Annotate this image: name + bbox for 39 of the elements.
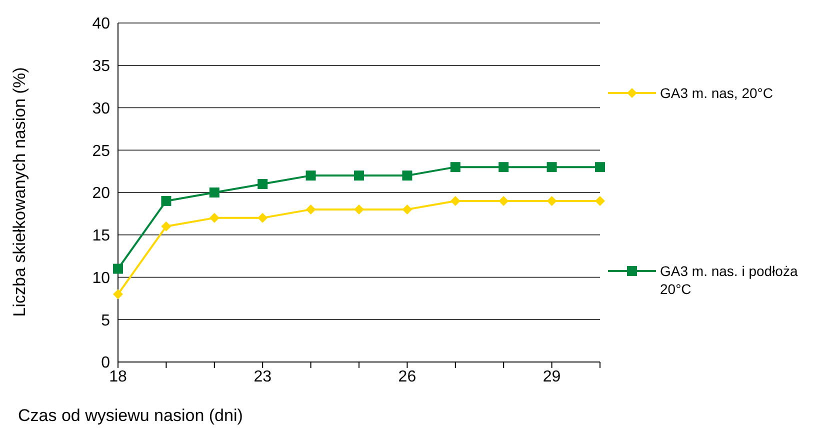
point [209,212,220,223]
y-tick-label: 20 [92,185,110,202]
x-tick-label: 23 [254,368,272,386]
point [306,204,316,214]
point [161,196,172,206]
x-tick-label: 18 [109,368,127,386]
point [450,196,460,206]
y-tick-label: 15 [92,228,110,245]
y-tick-label: 40 [92,16,110,33]
point [354,204,364,214]
y-tick-label: 25 [92,142,110,160]
point [113,264,123,274]
point [354,170,364,181]
y-tick-label: 30 [92,100,110,118]
legend-label: GA3 m. nas, 20°C [660,84,773,102]
legend-label: GA3 m. nas. i podłoża 20°C [660,262,799,298]
point [258,212,268,223]
point [595,196,605,206]
y-axis-title: Liczba skiełkowanych nasion (%) [10,67,29,317]
y-tick-label: 5 [101,312,110,330]
x-axis-title: Czas od wysiewu nasion (dni) [18,406,243,425]
point [498,196,509,206]
y-tick-label: 35 [92,58,110,76]
point [258,179,268,190]
y-tick-label: 10 [92,270,110,287]
point [595,162,605,172]
point [113,289,123,300]
point [450,162,460,172]
point [546,162,557,172]
x-tick-label: 26 [398,368,416,386]
point [306,170,316,181]
x-tick-label: 29 [542,368,561,386]
point [402,204,412,214]
point [402,170,412,181]
point [546,196,557,206]
point [498,162,509,172]
y-tick-label: 0 [101,354,110,372]
point [209,188,220,198]
point [161,221,172,232]
